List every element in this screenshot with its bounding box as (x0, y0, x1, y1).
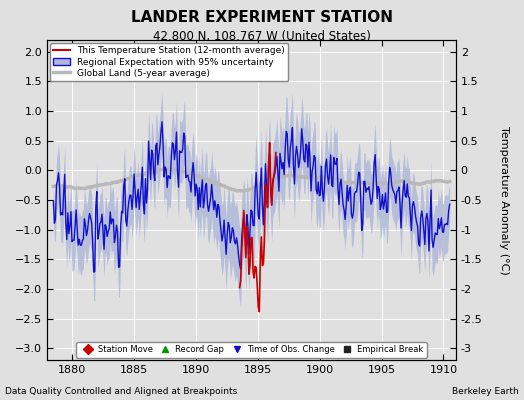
Text: Berkeley Earth: Berkeley Earth (452, 387, 519, 396)
Legend: Station Move, Record Gap, Time of Obs. Change, Empirical Break: Station Move, Record Gap, Time of Obs. C… (77, 342, 427, 358)
Text: Data Quality Controlled and Aligned at Breakpoints: Data Quality Controlled and Aligned at B… (5, 387, 237, 396)
Text: LANDER EXPERIMENT STATION: LANDER EXPERIMENT STATION (131, 10, 393, 25)
Y-axis label: Temperature Anomaly (°C): Temperature Anomaly (°C) (499, 126, 509, 274)
Text: 42.800 N, 108.767 W (United States): 42.800 N, 108.767 W (United States) (153, 30, 371, 43)
